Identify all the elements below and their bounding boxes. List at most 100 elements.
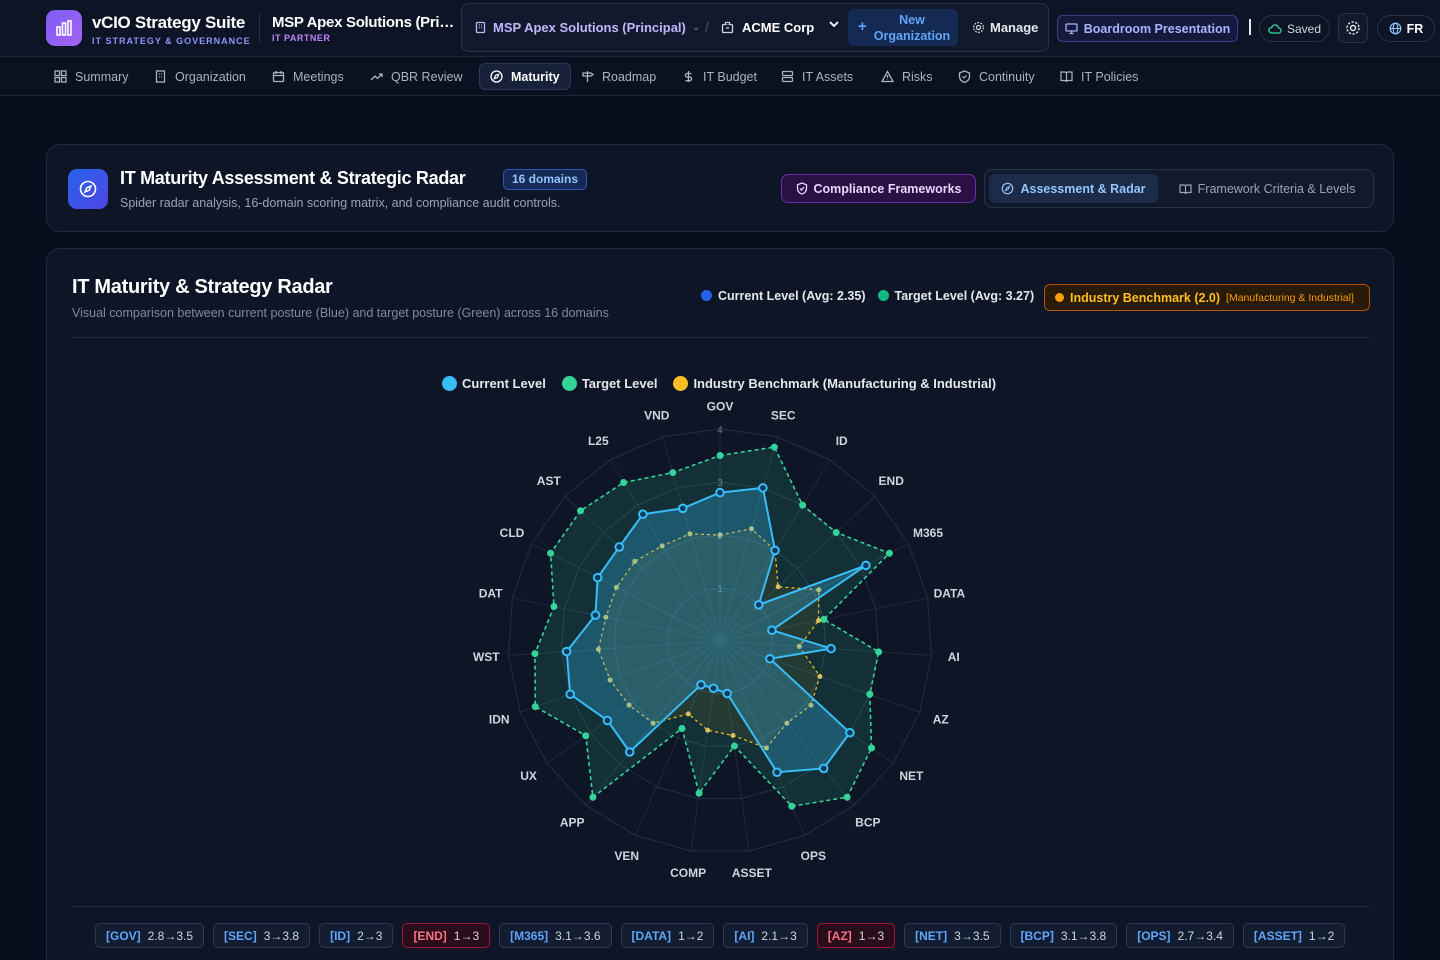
radar-point — [669, 469, 677, 477]
nav-it-policies[interactable]: IT Policies — [1050, 63, 1148, 90]
radar-point — [730, 742, 738, 750]
manage-button[interactable]: Manage — [972, 20, 1038, 35]
nav-it-assets[interactable]: IT Assets — [771, 63, 863, 90]
nav-risks[interactable]: Risks — [871, 63, 943, 90]
compliance-frameworks-button[interactable]: Compliance Frameworks — [781, 174, 976, 203]
radar-point — [565, 689, 575, 700]
nav-qbr-review[interactable]: QBR Review — [360, 63, 473, 90]
shield-icon — [958, 70, 971, 83]
chip-range: 3.1→3.6 — [555, 928, 601, 943]
radar-point — [696, 679, 706, 690]
saved-label: Saved — [1286, 21, 1322, 36]
radar-axis-label: AI — [948, 650, 960, 664]
nav-organization[interactable]: Organization — [144, 63, 256, 90]
page-title: IT Maturity Assessment & Strategic Radar — [120, 168, 466, 188]
radar-spoke — [546, 640, 721, 764]
saved-status: Saved — [1259, 15, 1330, 42]
radar-grid-ring — [666, 587, 774, 695]
benchmark-label: Industry Benchmark (2.0) — [1070, 290, 1221, 305]
nav-label: Organization — [175, 69, 246, 84]
nav-label: Risks — [902, 69, 933, 84]
score-chip[interactable]: [END] 1→3 — [402, 923, 491, 948]
score-chip[interactable]: [AI] 2.1→3 — [723, 923, 808, 948]
score-chip[interactable]: [M365] 3.1→3.6 — [499, 923, 612, 948]
radar-axis-label: ID — [836, 434, 848, 448]
nav-roadmap[interactable]: Roadmap — [571, 63, 666, 90]
app-title: vCIO Strategy Suite — [92, 13, 246, 32]
score-chip[interactable]: [ASSET] 1→2 — [1242, 923, 1346, 948]
radar-axis-label: VND — [644, 408, 670, 422]
nav-meetings[interactable]: Meetings — [262, 63, 354, 90]
nav-continuity[interactable]: Continuity — [948, 63, 1045, 90]
industry-benchmark-badge[interactable]: Industry Benchmark (2.0) [Manufacturing … — [1044, 284, 1370, 311]
chip-range: 3.1→3.8 — [1060, 928, 1107, 943]
nav-label: QBR Review — [391, 69, 463, 84]
language-toggle[interactable]: FR — [1377, 15, 1435, 42]
radar-axis-label: WST — [473, 650, 500, 664]
settings-button[interactable] — [1338, 13, 1368, 43]
radar-spoke — [531, 543, 721, 642]
chip-range: 1→3 — [858, 928, 885, 943]
tab-assessment-radar[interactable]: Assessment & Radar — [989, 174, 1158, 203]
boardroom-presentation-button[interactable]: Boardroom Presentation — [1057, 15, 1238, 42]
radar-card: IT Maturity & Strategy Radar Visual comp… — [46, 248, 1394, 960]
score-chips: [GOV] 2.8→3.5 [SEC] 3→3.8 [ID] 2→3 [END] 1→3 [M3… — [95, 923, 1355, 948]
nav-it-budget[interactable]: IT Budget — [672, 63, 767, 90]
client-selector[interactable]: ACME Corp — [721, 20, 814, 35]
compass-icon — [1002, 182, 1014, 195]
app-logo-icon[interactable] — [46, 10, 82, 46]
chip-code: [SEC] — [224, 928, 257, 943]
tab-framework-criteria[interactable]: Framework Criteria & Levels — [1167, 174, 1367, 203]
radar-spoke — [719, 640, 894, 764]
radar-point — [799, 501, 807, 509]
signpost-icon — [582, 71, 594, 82]
score-chip[interactable]: [BCP] 3.1→3.8 — [1009, 923, 1118, 948]
radar-point — [868, 744, 876, 752]
radar-point — [659, 543, 665, 549]
radar-series-area — [565, 486, 867, 774]
radar-point — [722, 688, 733, 699]
radar-point — [808, 702, 814, 708]
chip-code: [M365] — [510, 928, 549, 943]
legend-swatch — [673, 376, 689, 391]
score-chip[interactable]: [GOV] 2.8→3.5 — [95, 923, 205, 948]
nav-summary[interactable]: Summary — [44, 63, 138, 90]
chip-range: 1→3 — [453, 928, 480, 943]
radar-point — [717, 532, 723, 538]
radar-axis-label: BCP — [855, 816, 880, 830]
radar-point — [816, 618, 822, 624]
domains-badge: 16 domains — [503, 169, 588, 190]
radar-tick-label: 3 — [717, 478, 723, 489]
radar-axis-label: DATA — [934, 586, 966, 600]
chip-code: [AZ] — [827, 928, 852, 943]
score-chip[interactable]: [SEC] 3→3.8 — [213, 923, 311, 948]
radar-point — [817, 673, 823, 679]
chart-legend-target[interactable]: Target Level — [561, 376, 657, 391]
radar-point — [818, 763, 829, 774]
principal-selector[interactable]: MSP Apex Solutions (Principal) ⌄ — [474, 20, 700, 35]
context-switcher: MSP Apex Solutions (Principal) ⌄ / ACME … — [461, 3, 1049, 52]
score-chip[interactable]: [ID] 2→3 — [319, 923, 394, 948]
chevron-down-icon[interactable] — [828, 17, 840, 33]
score-chip[interactable]: [DATA] 1→2 — [620, 923, 715, 948]
score-chip[interactable]: [AZ] 1→3 — [816, 923, 896, 948]
radar-axis-label: VEN — [614, 849, 639, 863]
chip-code: [BCP] — [1020, 928, 1054, 943]
radar-point — [602, 715, 613, 726]
radar-point — [620, 479, 628, 487]
score-chip[interactable]: [OPS] 2.7→3.4 — [1126, 923, 1234, 948]
trend-icon — [370, 73, 383, 81]
nav-label: Maturity — [511, 69, 560, 84]
radar-axis-label: UX — [520, 769, 537, 783]
radar-point — [730, 733, 736, 739]
chart-legend-benchmark[interactable]: Industry Benchmark (Manufacturing & Indu… — [673, 376, 996, 391]
radar-axis-label: M365 — [913, 526, 943, 540]
new-organization-button[interactable]: + New Organization — [848, 9, 958, 46]
score-chip[interactable]: [NET] 3→3.5 — [904, 923, 1001, 948]
radar-spoke — [520, 640, 721, 713]
legend-current: Current Level (Avg: 2.35) — [701, 289, 866, 303]
chevron-down-icon: ⌄ — [691, 22, 701, 33]
chart-legend-current[interactable]: Current Level — [442, 376, 546, 391]
nav-maturity[interactable]: Maturity — [479, 63, 571, 90]
radar-point — [788, 802, 796, 810]
